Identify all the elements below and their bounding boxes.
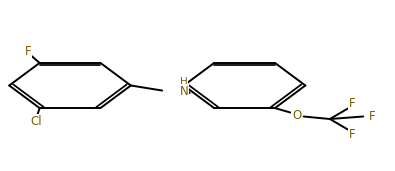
Text: F: F [369, 110, 375, 123]
Text: F: F [349, 97, 356, 110]
Text: H: H [180, 77, 188, 87]
Text: Cl: Cl [30, 115, 41, 128]
Text: F: F [349, 128, 356, 141]
Text: F: F [24, 45, 31, 58]
Text: N: N [179, 85, 188, 98]
Text: O: O [292, 109, 301, 122]
